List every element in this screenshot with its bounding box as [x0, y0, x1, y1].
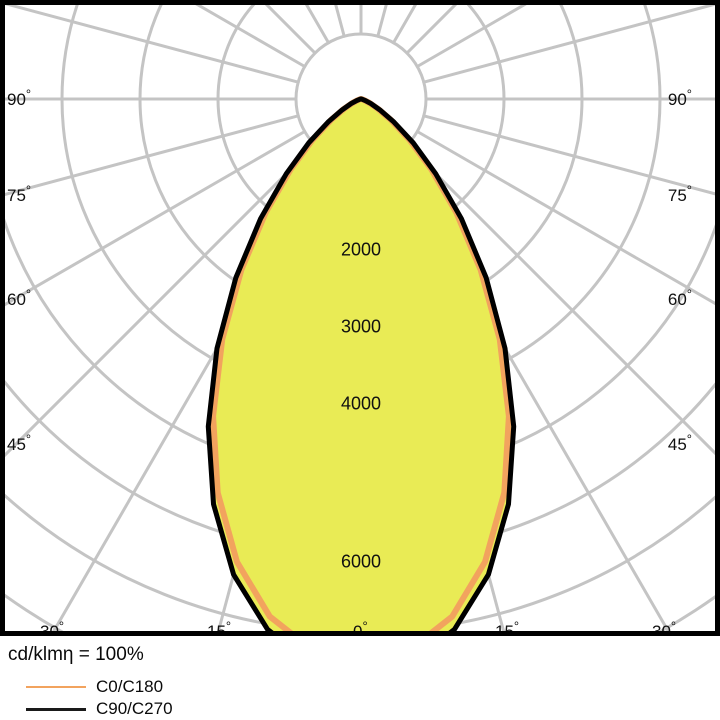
legend-line-swatch — [26, 707, 86, 711]
legend-item-0: C0/C180 — [26, 676, 173, 698]
angle-label-bottom-2: 0° — [353, 618, 368, 636]
angle-label-right-1: 75° — [667, 182, 692, 205]
radial-value-label-1: 3000 — [340, 316, 382, 337]
plot-frame: 90° 75° 60° 45° 90° 75° 60° 45° 30° 15° 0° 15° 30° 20… — [0, 0, 720, 636]
legend-label: C90/C270 — [96, 699, 173, 718]
angle-label-left-0: 90° — [7, 86, 32, 109]
angle-label-right-3: 45° — [667, 431, 692, 454]
angle-label-left-2: 60° — [7, 286, 32, 309]
angle-label-left-1: 75° — [7, 182, 32, 205]
units-note: cd/klmη = 100% — [8, 644, 144, 665]
angle-label-left-3: 45° — [7, 431, 32, 454]
angle-label-bottom-4: 30° — [652, 618, 677, 636]
legend-item-1: C90/C270 — [26, 698, 173, 720]
chart-legend: C0/C180 C90/C270 — [26, 676, 173, 720]
legend-label: C0/C180 — [96, 677, 164, 696]
angle-label-right-2: 60° — [667, 286, 692, 309]
angle-label-bottom-0: 30° — [40, 618, 65, 636]
radial-value-label-3: 6000 — [340, 551, 382, 572]
radial-value-label-0: 2000 — [340, 239, 382, 260]
angle-label-bottom-1: 15° — [207, 618, 232, 636]
angle-label-bottom-3: 15° — [495, 618, 520, 636]
angle-label-right-0: 90° — [667, 86, 692, 109]
radial-value-label-2: 4000 — [340, 393, 382, 414]
legend-line-swatch — [26, 686, 86, 688]
intensity-curves — [205, 96, 517, 631]
chart-footer: cd/klmη = 100% C0/C180 C90/C270 — [0, 636, 720, 720]
